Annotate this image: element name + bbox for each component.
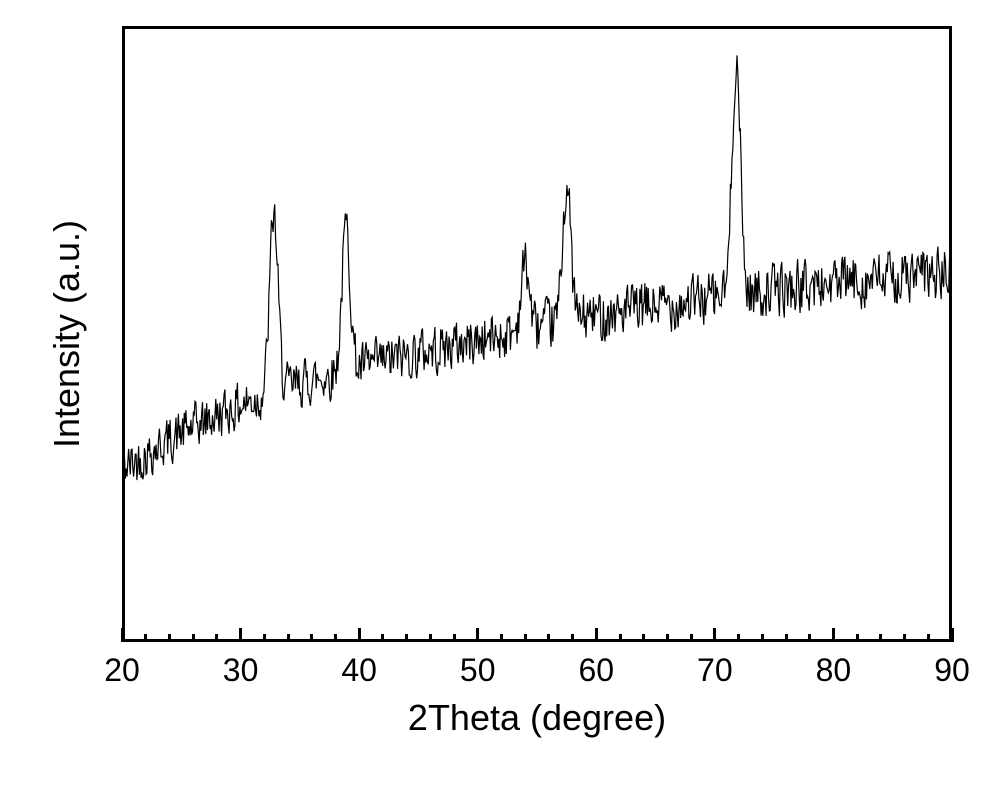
x-tick-minor	[666, 634, 669, 642]
x-tick-minor	[192, 634, 195, 642]
x-tick-major	[476, 628, 479, 642]
x-tick-label: 20	[104, 652, 140, 689]
xrd-figure: 20 30 40 50 60 70 80 90 2Theta (degree) Intensi…	[0, 0, 1000, 787]
x-tick-minor	[856, 634, 859, 642]
x-tick-minor	[500, 634, 503, 642]
x-tick-minor	[524, 634, 527, 642]
x-tick-minor	[429, 634, 432, 642]
x-tick-label: 70	[697, 652, 733, 689]
x-tick-minor	[642, 634, 645, 642]
x-tick-minor	[215, 634, 218, 642]
x-tick-minor	[168, 634, 171, 642]
x-tick-minor	[761, 634, 764, 642]
x-tick-label: 90	[934, 652, 970, 689]
x-tick-minor	[571, 634, 574, 642]
x-tick-label: 60	[578, 652, 614, 689]
x-tick-minor	[453, 634, 456, 642]
x-tick-minor	[381, 634, 384, 642]
x-tick-major	[595, 628, 598, 642]
x-axis-label: 2Theta (degree)	[408, 697, 666, 739]
x-tick-minor	[263, 634, 266, 642]
x-tick-minor	[879, 634, 882, 642]
x-tick-minor	[334, 634, 337, 642]
x-tick-minor	[690, 634, 693, 642]
x-tick-label: 50	[460, 652, 496, 689]
x-tick-minor	[808, 634, 811, 642]
x-tick-minor	[144, 634, 147, 642]
x-tick-label: 80	[816, 652, 852, 689]
x-tick-minor	[737, 634, 740, 642]
x-tick-major	[358, 628, 361, 642]
x-tick-minor	[310, 634, 313, 642]
x-tick-minor	[785, 634, 788, 642]
x-tick-minor	[287, 634, 290, 642]
x-tick-major	[239, 628, 242, 642]
x-tick-minor	[405, 634, 408, 642]
x-tick-major	[121, 628, 124, 642]
x-tick-label: 40	[341, 652, 377, 689]
x-tick-minor	[619, 634, 622, 642]
x-tick-minor	[547, 634, 550, 642]
x-tick-label: 30	[223, 652, 259, 689]
xrd-trace	[122, 55, 952, 480]
x-tick-minor	[903, 634, 906, 642]
x-tick-major	[951, 628, 954, 642]
x-tick-major	[832, 628, 835, 642]
y-axis-label: Intensity (a.u.)	[46, 220, 88, 448]
x-tick-major	[713, 628, 716, 642]
x-tick-minor	[927, 634, 930, 642]
